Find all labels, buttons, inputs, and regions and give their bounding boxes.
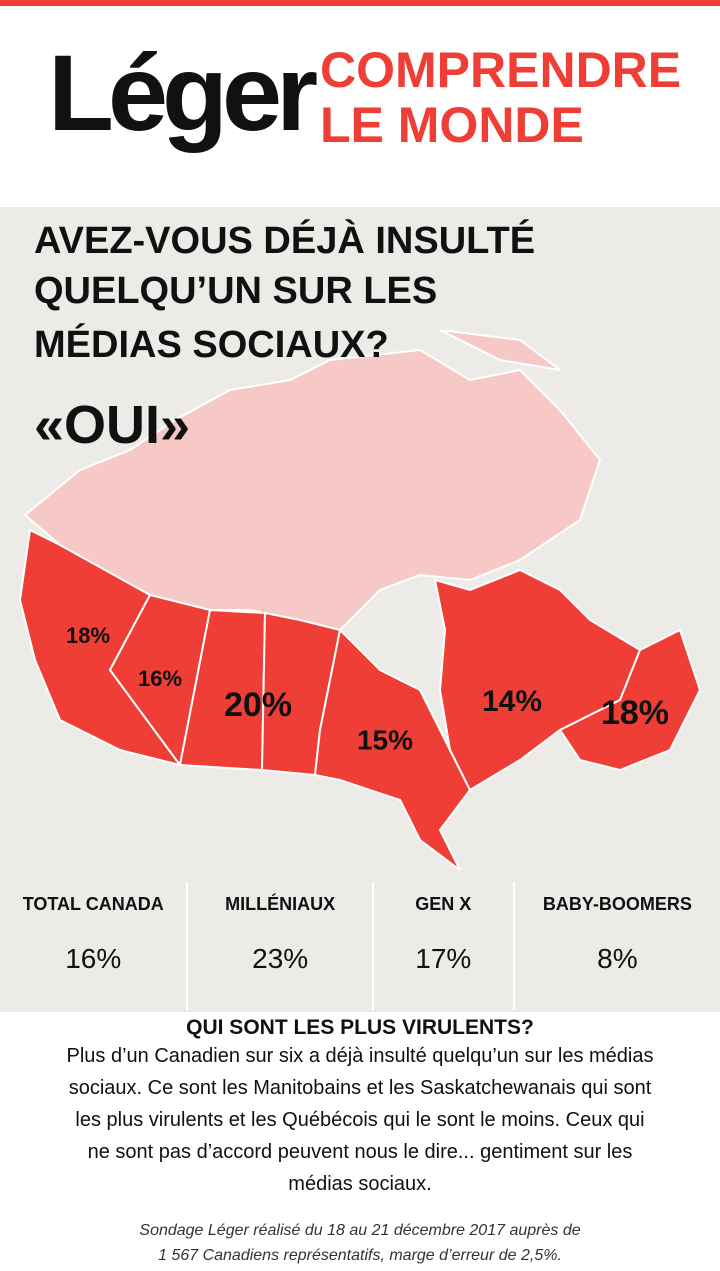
stat-column: TOTAL CANADA 16%	[0, 882, 189, 1010]
top-bar	[0, 0, 720, 6]
footnote-line: Sondage Léger réalisé du 18 au 21 décemb…	[139, 1222, 581, 1239]
slogan: COMPRENDRE	[320, 42, 682, 98]
stat-column: GEN X 17%	[374, 882, 515, 1010]
stat-label: TOTAL CANADA	[22, 894, 164, 914]
summary-text: Plus d’un Canadien sur six a déjà insult…	[0, 1040, 720, 1200]
answer: «OUI»	[34, 395, 191, 455]
summary-line: médias sociaux.	[288, 1173, 432, 1195]
stat-column: BABY-BOOMERS 8%	[515, 882, 720, 1010]
summary-line: sociaux. Ce sont les Manitobains et les …	[68, 1077, 652, 1099]
summary-line: les plus virulents et les Québécois qui …	[75, 1109, 645, 1131]
stats-row: TOTAL CANADA 16% MILLÉNIAUX 23% GEN X 17% BABY…	[0, 882, 720, 1010]
footnote-line: 1 567 Canadiens représentatifs, marge d’…	[158, 1247, 562, 1264]
region-label: 16%	[138, 666, 182, 691]
question-line: AVEZ-VOUS DÉJÀ INSULTÉ	[34, 220, 536, 262]
canada-map: 18% 16% 20% 15% 14% 18%	[18, 330, 702, 871]
question-line: QUELQU’UN SUR LES	[34, 270, 438, 312]
question-line: MÉDIAS SOCIAUX?	[34, 324, 389, 366]
summary-line: ne sont pas d’accord peuvent nous le dir…	[87, 1141, 633, 1163]
provinces	[18, 528, 702, 871]
stat-value: 23%	[252, 943, 309, 974]
region-label: 14%	[482, 685, 542, 718]
summary-heading: QUI SONT LES PLUS VIRULENTS?	[186, 1016, 534, 1039]
stat-value: 16%	[65, 943, 122, 974]
stat-value: 17%	[415, 943, 472, 974]
stat-label: BABY-BOOMERS	[542, 894, 692, 914]
stat-label: MILLÉNIAUX	[225, 894, 336, 914]
region-label: 18%	[66, 623, 110, 648]
slogan: LE MONDE	[320, 97, 584, 153]
region-label: 15%	[357, 724, 413, 755]
stat-label: GEN X	[415, 894, 472, 914]
logo: Léger	[48, 32, 318, 153]
region-label: 20%	[224, 686, 292, 724]
stat-value: 8%	[597, 943, 638, 974]
stat-column: MILLÉNIAUX 23%	[188, 882, 374, 1010]
footnote: Sondage Léger réalisé du 18 au 21 décemb…	[0, 1218, 720, 1268]
region-label: 18%	[601, 694, 669, 732]
summary: QUI SONT LES PLUS VIRULENTS? Plus d’un C…	[0, 1012, 720, 1268]
summary-line: Plus d’un Canadien sur six a déjà insult…	[66, 1045, 654, 1067]
